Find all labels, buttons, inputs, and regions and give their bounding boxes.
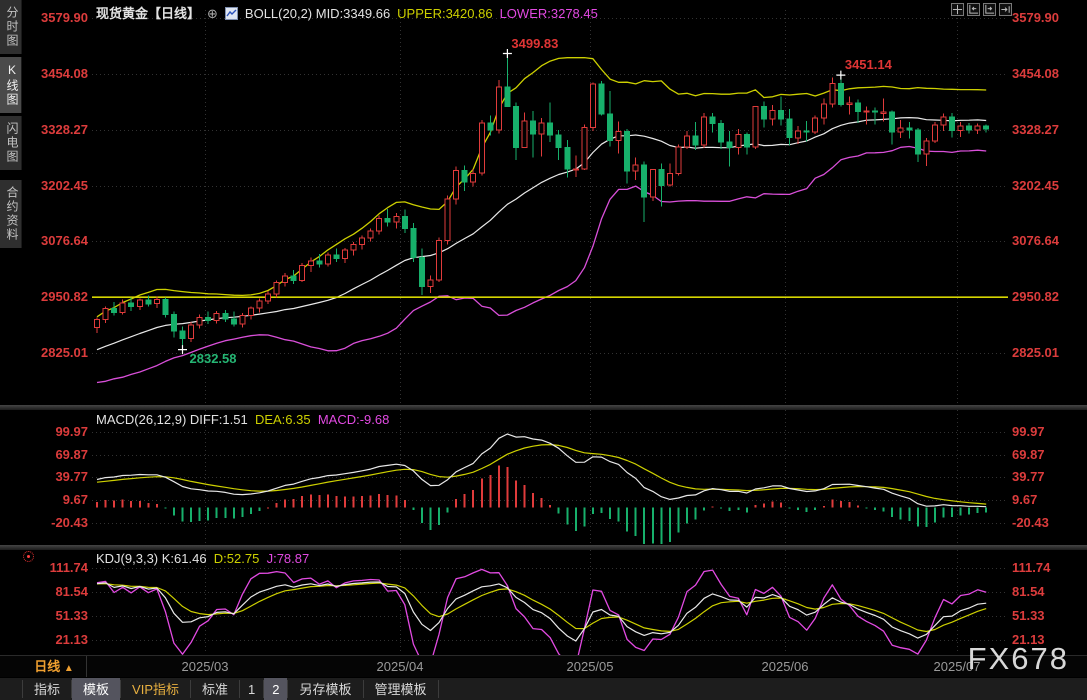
y-axis-label: 111.74 bbox=[1012, 560, 1051, 575]
boll-mid-label: BOLL(20,2) MID:3349.66 bbox=[244, 6, 391, 21]
y-axis-label: -20.43 bbox=[1012, 514, 1049, 530]
y-axis-label: 2950.82 bbox=[41, 289, 88, 305]
x-axis-strip: 日线 ▲ 2025/03 2025/04 2025/05 2025/06 2025/07 bbox=[0, 656, 1087, 677]
y-axis-label: 2825.01 bbox=[1012, 344, 1059, 360]
goto-latest-icon[interactable] bbox=[999, 3, 1012, 16]
chevron-up-icon: ▲ bbox=[63, 663, 74, 674]
macd-header: MACD(26,12,9) DIFF:1.51 DEA:6.35 MACD:-9… bbox=[96, 412, 389, 427]
y-axis-label: 2825.01 bbox=[41, 344, 88, 360]
toolbar-item[interactable]: 模板 bbox=[72, 678, 121, 700]
y-axis-label: 3328.27 bbox=[1012, 121, 1059, 137]
y-axis-label: 3579.90 bbox=[41, 10, 88, 25]
y-axis-label: 9.67 bbox=[1012, 492, 1038, 508]
y-axis-label: 81.54 bbox=[1012, 583, 1045, 599]
price-annotation: 3451.14 bbox=[844, 57, 892, 73]
toolbar-divider bbox=[239, 680, 241, 698]
y-axis-label: 9.67 bbox=[62, 492, 88, 508]
toolbar-divider bbox=[190, 680, 191, 698]
x-axis-date-label: 2025/07 bbox=[933, 659, 981, 674]
kdj-j-label: J:78.87 bbox=[266, 551, 310, 566]
bottom-toolbar: 指标 模板 VIP指标 标准 1 2 另存模板 管理模板 bbox=[0, 677, 1087, 700]
x-axis-date-label: 2025/05 bbox=[566, 659, 614, 674]
compare-icon[interactable]: ⊕ bbox=[207, 6, 218, 21]
instrument-title[interactable]: 现货黄金【日线】 bbox=[96, 6, 201, 21]
toolbar-divider bbox=[362, 680, 364, 698]
y-axis-label: 69.87 bbox=[55, 446, 88, 462]
boll-upper-label: UPPER:3420.86 bbox=[397, 6, 493, 21]
y-axis-label: 99.97 bbox=[1012, 424, 1045, 439]
toolbar-item[interactable]: 管理模板 bbox=[374, 682, 427, 697]
x-axis-date-label: 2025/03 bbox=[181, 659, 229, 674]
record-dot-icon[interactable] bbox=[23, 551, 34, 562]
period-selector[interactable]: 日线 ▲ bbox=[22, 656, 87, 677]
toolbar-divider bbox=[287, 680, 289, 698]
sidebar: 分时图 K线图闪电图合约资料 bbox=[0, 0, 22, 700]
x-axis-date-label: 2025/04 bbox=[376, 659, 424, 674]
price-annotation: 3499.83 bbox=[511, 35, 559, 51]
kdj-d-label: D:52.75 bbox=[213, 551, 260, 566]
kdj-header: KDJ(9,3,3) K:61.46 D:52.75 J:78.87 bbox=[96, 551, 309, 566]
boll-lower-label: LOWER:3278.45 bbox=[499, 6, 598, 21]
toolbar-item[interactable]: 指标 bbox=[34, 682, 61, 697]
chart-tool-icons bbox=[951, 3, 1012, 16]
toolbar-divider bbox=[437, 680, 439, 698]
y-axis-label: 21.13 bbox=[1012, 631, 1045, 647]
macd-dea-label: DEA:6.35 bbox=[254, 412, 311, 427]
panel-separator[interactable] bbox=[0, 405, 1087, 410]
y-axis-label: 81.54 bbox=[55, 583, 88, 599]
y-axis-label: 3328.27 bbox=[41, 121, 88, 137]
y-axis-label: 39.77 bbox=[1012, 469, 1045, 485]
chart-header: 现货黄金【日线】 ⊕ BOLL(20,2) MID:3349.66 UPPER:342… bbox=[96, 3, 605, 23]
y-axis-label: 51.33 bbox=[55, 608, 88, 623]
toolbar-item[interactable]: 2 bbox=[264, 678, 288, 700]
toolbar-divider bbox=[22, 680, 23, 698]
toolbar-item[interactable]: 1 bbox=[248, 682, 256, 697]
y-axis-label: -20.43 bbox=[51, 514, 88, 530]
y-axis-label: 3076.64 bbox=[1012, 233, 1059, 249]
sidebar-tab-3[interactable]: 闪电图 bbox=[0, 116, 22, 170]
toolbar-item[interactable]: 标准 bbox=[202, 682, 229, 697]
watermark: FX678 bbox=[967, 641, 1069, 676]
toolbar-divider bbox=[120, 680, 122, 698]
y-axis-label: 69.87 bbox=[1012, 446, 1045, 462]
axis-divider bbox=[0, 655, 1087, 656]
kdj-main-label: KDJ(9,3,3) K:61.46 bbox=[96, 551, 207, 566]
crosshair-icon[interactable] bbox=[951, 3, 964, 16]
toolbar-divider bbox=[71, 680, 73, 698]
sidebar-tab-4[interactable]: 合约资料 bbox=[0, 180, 22, 248]
price-annotation: 2832.58 bbox=[189, 350, 237, 366]
toolbar-item[interactable]: 另存模板 bbox=[299, 682, 352, 697]
y-axis-label: 99.97 bbox=[55, 424, 88, 439]
y-axis-label: 39.77 bbox=[55, 469, 88, 485]
x-axis-date-label: 2025/06 bbox=[761, 659, 809, 674]
panel-separator[interactable] bbox=[0, 545, 1087, 550]
y-axis-label: 3202.45 bbox=[41, 177, 88, 193]
toolbar-item[interactable]: VIP指标 bbox=[132, 682, 179, 697]
y-axis-label: 3579.90 bbox=[1012, 10, 1059, 25]
sidebar-tab-1[interactable]: 分时图 bbox=[0, 0, 22, 54]
y-axis-label: 51.33 bbox=[1012, 608, 1045, 623]
mini-chart-icon bbox=[224, 7, 238, 23]
sidebar-tab-2[interactable]: K线图 bbox=[0, 57, 22, 113]
y-axis-label: 3454.08 bbox=[41, 65, 88, 81]
compress-axis-left-icon[interactable] bbox=[967, 3, 980, 16]
compress-axis-right-icon[interactable] bbox=[983, 3, 996, 16]
y-axis-label: 3454.08 bbox=[1012, 65, 1059, 81]
y-axis-label: 2950.82 bbox=[1012, 289, 1059, 305]
macd-macd-label: MACD:-9.68 bbox=[317, 412, 390, 427]
macd-main-label: MACD(26,12,9) DIFF:1.51 bbox=[96, 412, 248, 427]
y-axis-label: 111.74 bbox=[49, 560, 88, 575]
y-axis-label: 21.13 bbox=[55, 631, 88, 647]
y-axis-label: 3076.64 bbox=[41, 233, 88, 249]
y-axis-label: 3202.45 bbox=[1012, 177, 1059, 193]
toolbar-divider bbox=[263, 680, 265, 698]
